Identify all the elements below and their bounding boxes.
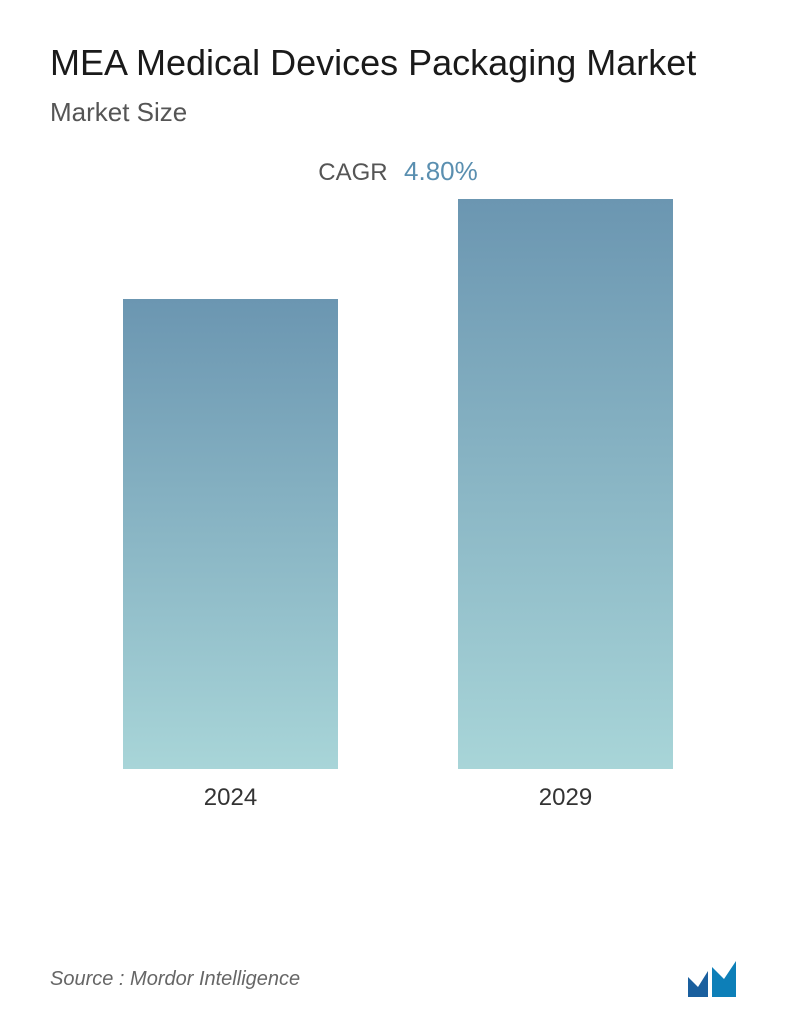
bar-label-0: 2024 bbox=[204, 784, 257, 812]
bar-container-0: 2024 bbox=[123, 299, 338, 812]
bar-label-1: 2029 bbox=[539, 784, 592, 812]
source-text: Source : Mordor Intelligence bbox=[50, 968, 300, 991]
bar-0 bbox=[123, 299, 338, 769]
bar-container-1: 2029 bbox=[458, 199, 673, 812]
cagr-label: CAGR bbox=[318, 159, 387, 186]
chart-subtitle: Market Size bbox=[50, 97, 746, 128]
bar-1 bbox=[458, 199, 673, 769]
logo-bar-2 bbox=[712, 961, 736, 997]
footer: Source : Mordor Intelligence bbox=[50, 959, 746, 999]
logo-icon bbox=[686, 959, 746, 999]
chart-title: MEA Medical Devices Packaging Market bbox=[50, 40, 746, 85]
cagr-row: CAGR 4.80% bbox=[50, 156, 746, 187]
chart-area: 2024 2029 bbox=[50, 237, 746, 857]
cagr-value: 4.80% bbox=[404, 156, 478, 186]
logo-bar-1 bbox=[688, 971, 708, 997]
